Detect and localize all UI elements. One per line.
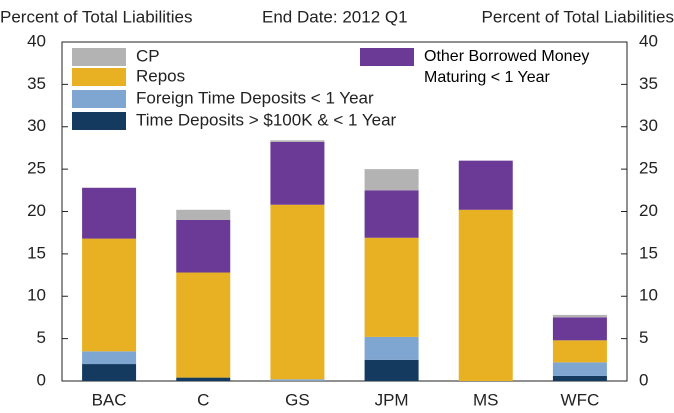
bar-segment — [270, 379, 325, 381]
legend-label: Time Deposits > $100K & < 1 Year — [136, 110, 397, 129]
bar-segment — [552, 375, 607, 381]
y2-tick-label: 30 — [639, 116, 658, 135]
bar-segment — [364, 237, 419, 337]
y2-tick-label: 40 — [639, 31, 658, 50]
y-tick-label: 10 — [27, 286, 46, 305]
y2-axis-label: Percent of Total Liabilities — [482, 7, 674, 26]
bar-segment — [552, 340, 607, 363]
x-tick-label: GS — [285, 390, 310, 409]
y2-tick-label: 10 — [639, 286, 658, 305]
bar-segment — [458, 160, 513, 210]
y-axis-label: Percent of Total Liabilities — [0, 7, 192, 26]
legend-label: Foreign Time Deposits < 1 Year — [136, 88, 374, 107]
x-tick-label: WFC — [561, 390, 600, 409]
y-tick-label: 5 — [37, 328, 46, 347]
bar-segment — [552, 362, 607, 376]
legend-label: CP — [136, 46, 160, 65]
bar-segment — [176, 219, 231, 273]
y-tick-label: 20 — [27, 201, 46, 220]
legend-swatch — [360, 48, 414, 66]
y2-tick-label: 0 — [639, 370, 648, 389]
legend-swatch — [72, 48, 126, 66]
bar-segment — [82, 351, 137, 365]
bar-segment — [552, 317, 607, 341]
bar-segment — [364, 190, 419, 238]
y-tick-label: 0 — [37, 370, 46, 389]
y2-tick-label: 5 — [639, 328, 648, 347]
bar-segment — [176, 209, 231, 220]
legend-swatch — [72, 112, 126, 130]
x-tick-label: MS — [473, 390, 499, 409]
legend-swatch — [72, 68, 126, 86]
legend-label: Other Borrowed Money Maturing < 1 Year — [424, 48, 590, 86]
y2-tick-label: 15 — [639, 243, 658, 262]
bar-segment — [176, 377, 231, 381]
x-tick-label: JPM — [375, 390, 409, 409]
legend-swatch — [72, 90, 126, 108]
bar-segment — [552, 314, 607, 318]
bar-segment — [270, 142, 325, 205]
y2-tick-label: 20 — [639, 201, 658, 220]
bar-segment — [82, 364, 137, 381]
bar-segment — [458, 209, 513, 381]
y2-tick-label: 35 — [639, 74, 658, 93]
y-tick-label: 40 — [27, 31, 46, 50]
y-tick-label: 30 — [27, 116, 46, 135]
chart-title: End Date: 2012 Q1 — [262, 7, 408, 26]
bar-segment — [364, 359, 419, 381]
x-tick-label: C — [197, 390, 209, 409]
bar-segment — [364, 336, 419, 360]
legend-label: Repos — [136, 66, 185, 85]
bar-segment — [82, 238, 137, 352]
x-tick-label: BAC — [92, 390, 127, 409]
bar-segment — [176, 272, 231, 378]
bar-segment — [364, 169, 419, 191]
bar-segment — [270, 204, 325, 380]
y-tick-label: 15 — [27, 243, 46, 262]
legend-label-box: Other Borrowed Money Maturing < 1 Year — [424, 48, 590, 86]
y-tick-label: 35 — [27, 74, 46, 93]
bar-segment — [270, 140, 325, 143]
y2-tick-label: 25 — [639, 159, 658, 178]
y-tick-label: 25 — [27, 159, 46, 178]
bar-segment — [82, 187, 137, 239]
